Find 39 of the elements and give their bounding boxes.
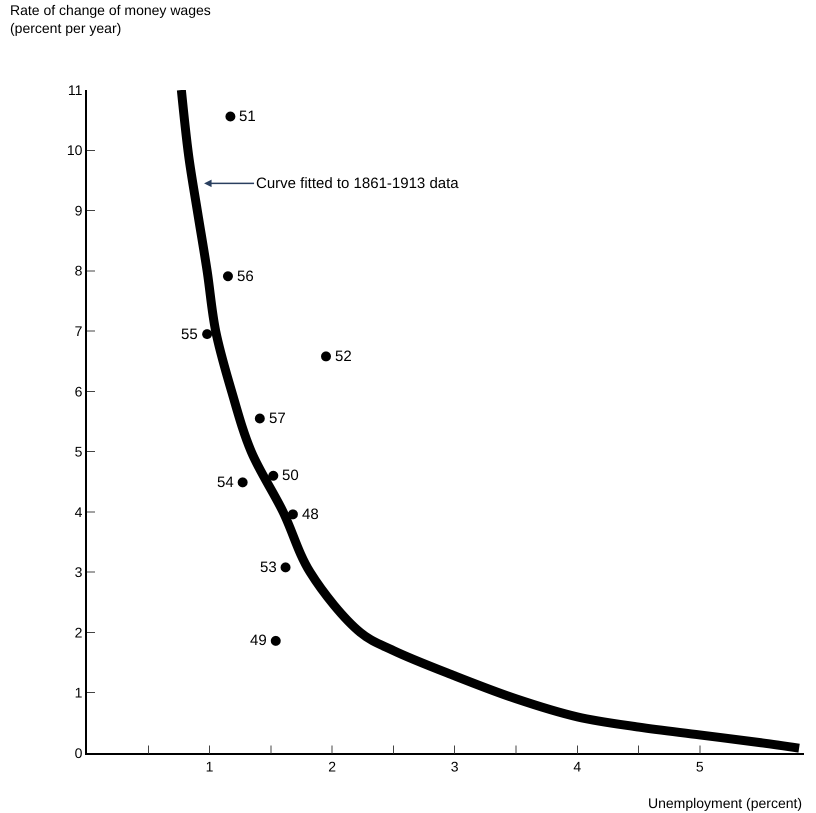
x-tick-label: 4: [573, 758, 582, 775]
point: [202, 329, 212, 340]
annotation: 52: [335, 348, 352, 365]
point: [321, 351, 331, 362]
y-tick-label: 1: [74, 684, 83, 701]
annotation: 54: [217, 474, 234, 491]
y-tick-label: 3: [74, 564, 83, 580]
annotation: 48: [302, 506, 319, 523]
y-axis-title: Rate of change of money wages (percent per year): [10, 2, 211, 36]
annotation: Curve fitted to 1861-1913 data: [256, 175, 460, 192]
point: [225, 112, 236, 122]
annotation: 57: [269, 410, 286, 427]
y-tick-label: 6: [74, 383, 83, 400]
x-tick-label: 2: [328, 758, 336, 775]
point: [222, 271, 233, 282]
annotation: 56: [237, 268, 254, 285]
annotation: 55: [181, 326, 198, 343]
point: [280, 562, 291, 572]
point: [254, 413, 265, 424]
y-tick-label: 5: [74, 444, 83, 460]
y-tick-label: 10: [66, 142, 83, 158]
x-axis-title: Unemployment (percent): [648, 795, 802, 811]
annotation: 51: [239, 108, 256, 125]
y-tick-label: 9: [74, 202, 83, 218]
annotation: 49: [250, 632, 267, 649]
y-tick-label: 0: [74, 744, 83, 761]
point: [268, 470, 278, 481]
y-tick-label: 11: [68, 82, 83, 98]
point: [238, 477, 248, 488]
x-tick-label: 3: [450, 758, 459, 775]
annotation: 50: [282, 467, 299, 484]
x-tick-label: 1: [206, 758, 214, 775]
point: [270, 636, 281, 646]
y-tick-label: 7: [74, 322, 83, 339]
y-tick-label: 8: [74, 262, 83, 279]
y-tick-label: 4: [74, 504, 83, 520]
y-tick-label: 2: [74, 624, 83, 640]
annotation: 53: [260, 559, 277, 576]
x-tick-label: 5: [696, 758, 704, 775]
